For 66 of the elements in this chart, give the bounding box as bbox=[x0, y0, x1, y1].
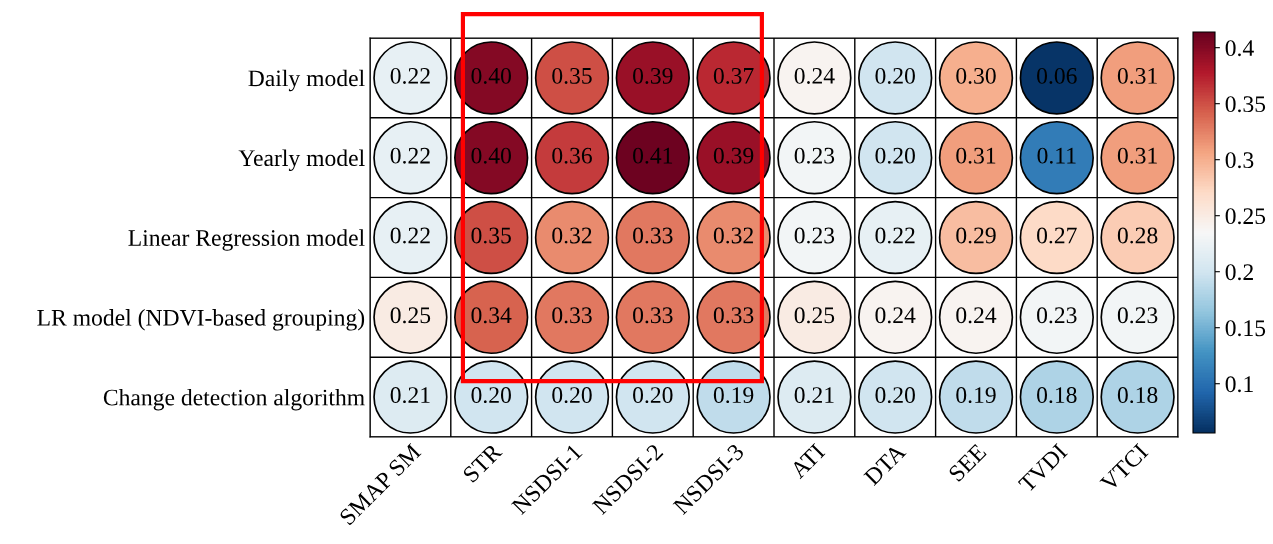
data-label: 0.25 bbox=[390, 307, 431, 324]
data-label: 0.24 bbox=[794, 67, 835, 84]
data-label: 0.35 bbox=[552, 67, 592, 84]
x-tick-label: ATI bbox=[789, 443, 826, 480]
data-label: 0.23 bbox=[794, 227, 835, 244]
color-bar-label: 0.15 bbox=[1225, 320, 1266, 337]
data-label: 0.20 bbox=[552, 387, 592, 404]
data-label: 0.32 bbox=[552, 227, 592, 244]
data-label: 0.30 bbox=[956, 67, 996, 84]
data-label: 0.22 bbox=[390, 227, 430, 244]
data-label: 0.33 bbox=[713, 307, 754, 324]
y-tick-label: Linear Regression model bbox=[128, 229, 365, 251]
data-label: 0.21 bbox=[794, 387, 834, 404]
y-tick-label: Change detection algorithm bbox=[103, 388, 365, 411]
data-label: 0.25 bbox=[794, 307, 835, 324]
x-tick-label: DTA bbox=[863, 442, 907, 486]
x-tick-label: STR bbox=[462, 442, 503, 484]
data-label: 0.37 bbox=[713, 67, 754, 84]
data-label: 0.19 bbox=[713, 387, 754, 404]
data-label: 0.33 bbox=[633, 227, 673, 244]
data-label: 0.20 bbox=[875, 67, 915, 84]
data-label: 0.36 bbox=[552, 147, 592, 164]
data-label: 0.23 bbox=[1037, 307, 1077, 324]
data-label: 0.20 bbox=[875, 387, 915, 404]
data-label: 0.39 bbox=[713, 147, 754, 164]
data-label: 0.41 bbox=[633, 147, 673, 164]
data-label: 0.24 bbox=[956, 307, 997, 324]
y-tick-label: LR model (NDVI-based grouping) bbox=[37, 309, 365, 331]
data-label: 0.22 bbox=[875, 227, 915, 244]
color-bar-label: 0.25 bbox=[1225, 208, 1266, 225]
color-bar-label: 0.4 bbox=[1225, 40, 1254, 57]
data-label: 0.22 bbox=[390, 147, 430, 164]
color-bar-label: 0.35 bbox=[1225, 96, 1266, 113]
data-label: 0.23 bbox=[794, 147, 835, 164]
color-bar-label: 0.2 bbox=[1225, 264, 1253, 281]
color-bar-label: 0.3 bbox=[1225, 152, 1254, 169]
data-label: 0.19 bbox=[956, 387, 996, 404]
data-label: 0.22 bbox=[390, 67, 430, 84]
data-label: 0.32 bbox=[713, 227, 753, 244]
data-label: 0.39 bbox=[633, 67, 673, 84]
data-label: 0.40 bbox=[471, 147, 511, 164]
x-tick-label: SEE bbox=[947, 443, 987, 483]
data-label: 0.29 bbox=[956, 227, 996, 244]
data-label: 0.33 bbox=[633, 307, 673, 324]
data-label: 0.18 bbox=[1117, 387, 1158, 404]
data-label: 0.20 bbox=[471, 387, 511, 404]
data-label: 0.20 bbox=[875, 147, 915, 164]
data-label: 0.34 bbox=[471, 307, 512, 324]
data-label: 0.24 bbox=[875, 307, 916, 324]
data-label: 0.27 bbox=[1037, 227, 1077, 244]
data-label: 0.23 bbox=[1117, 307, 1158, 324]
data-label: 0.33 bbox=[552, 307, 592, 324]
data-label: 0.31 bbox=[956, 147, 996, 164]
data-label: 0.31 bbox=[1117, 67, 1157, 84]
color-bar-label: 0.1 bbox=[1225, 376, 1253, 393]
y-tick-label: Yearly model bbox=[238, 149, 365, 171]
data-label: 0.21 bbox=[390, 387, 430, 404]
data-label: 0.20 bbox=[633, 387, 673, 404]
data-label: 0.06 bbox=[1037, 67, 1077, 84]
data-label: 0.18 bbox=[1037, 387, 1077, 404]
data-label: 0.28 bbox=[1117, 227, 1158, 244]
data-label: 0.40 bbox=[471, 67, 511, 84]
data-label: 0.31 bbox=[1117, 147, 1157, 164]
y-tick-label: Daily model bbox=[248, 69, 365, 92]
data-label: 0.11 bbox=[1037, 147, 1076, 164]
data-label: 0.35 bbox=[471, 227, 511, 244]
